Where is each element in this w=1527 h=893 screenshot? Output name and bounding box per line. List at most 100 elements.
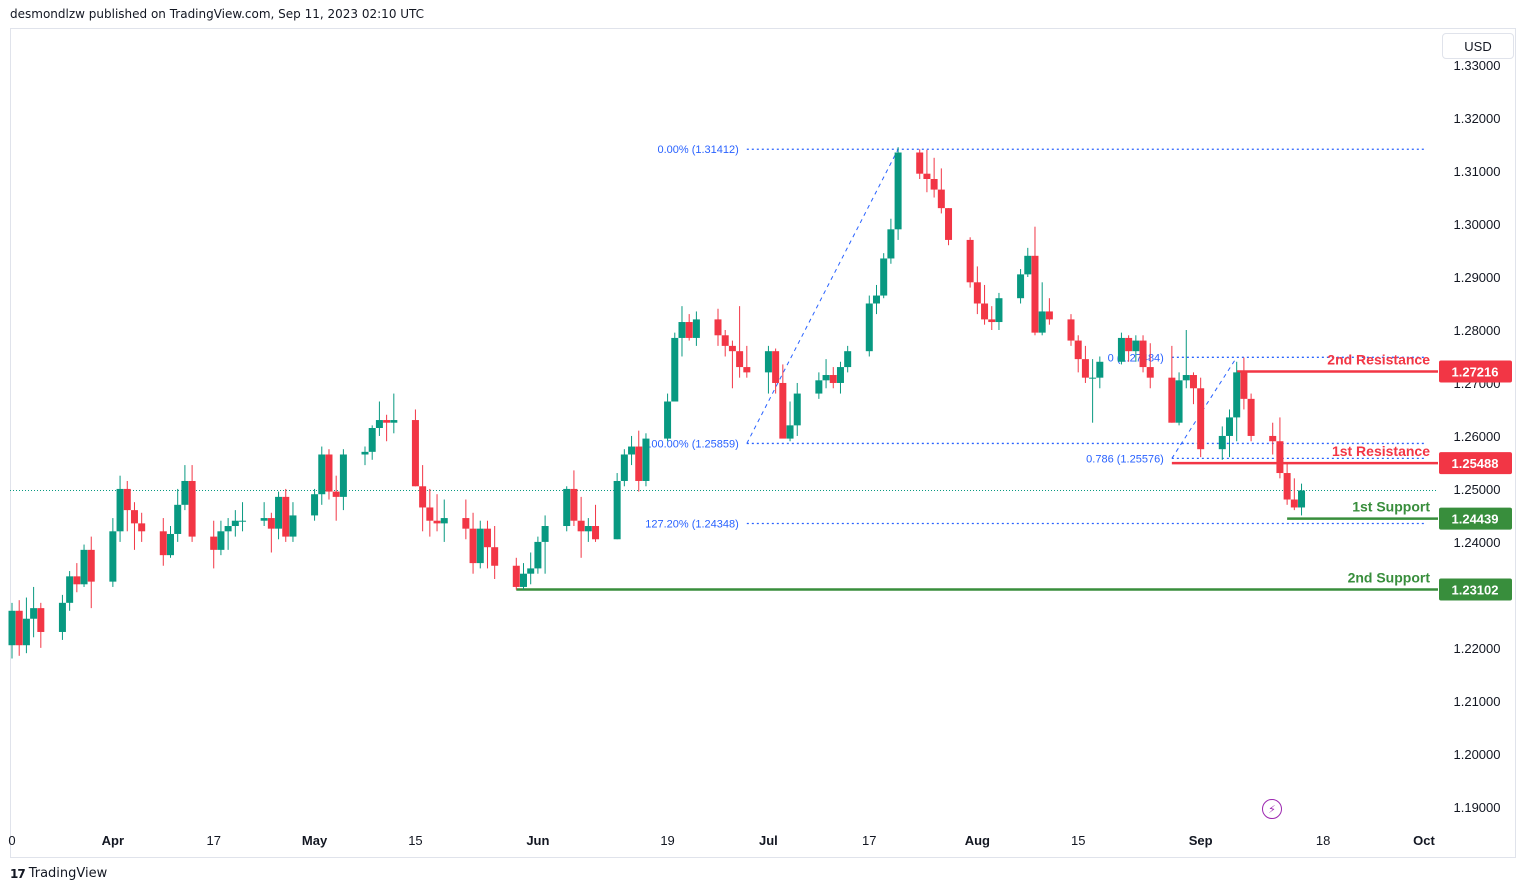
candle-body bbox=[822, 375, 830, 381]
footer: 𝟭𝟳 TradingView bbox=[10, 866, 107, 881]
candle-body bbox=[923, 173, 931, 179]
candle-body bbox=[1038, 311, 1046, 333]
time-tick-label: Sep bbox=[1189, 833, 1213, 848]
candle-body bbox=[30, 608, 38, 619]
resistance-price-badge bbox=[1439, 360, 1512, 383]
candle-body bbox=[1089, 377, 1097, 379]
candle-body bbox=[1189, 375, 1197, 389]
candle-body bbox=[714, 319, 722, 336]
candle-body bbox=[361, 451, 369, 455]
candle-body bbox=[469, 528, 477, 564]
candle-body bbox=[736, 351, 744, 368]
time-tick-label: Oct bbox=[1413, 833, 1435, 848]
candle-body bbox=[1096, 361, 1104, 378]
price-axis: 1.33000 1.32000 1.31000 1.30000 1.29000 1.280… bbox=[1454, 58, 1501, 815]
candle-body bbox=[743, 367, 751, 373]
fib-level-label: 127.20% (1.24348) bbox=[645, 518, 739, 530]
candle-body bbox=[73, 576, 81, 585]
lightning-icon[interactable]: ⚡ bbox=[1262, 799, 1282, 819]
candle-body bbox=[491, 547, 499, 566]
candle-body bbox=[793, 393, 801, 426]
candle-body bbox=[815, 380, 823, 394]
candle-body bbox=[239, 520, 247, 522]
candle-body bbox=[130, 510, 138, 524]
candle-body bbox=[217, 531, 225, 550]
candle-body bbox=[937, 189, 945, 209]
candle-body bbox=[311, 494, 319, 516]
candle-body bbox=[577, 520, 585, 532]
time-tick-label: May bbox=[302, 833, 328, 848]
candle-body bbox=[166, 533, 174, 556]
candle-body bbox=[844, 351, 852, 368]
price-tick-label: 1.29000 bbox=[1454, 270, 1501, 285]
support-price-label: 1.23102 bbox=[1452, 582, 1499, 597]
candle-body bbox=[462, 518, 470, 529]
candle-body bbox=[1168, 377, 1176, 423]
time-tick-label: 17 bbox=[862, 833, 876, 848]
candle-body bbox=[383, 420, 391, 423]
candle-body bbox=[642, 438, 650, 481]
candle-body bbox=[1290, 499, 1298, 508]
candle-body bbox=[224, 526, 232, 532]
candle-body bbox=[181, 480, 189, 505]
currency-button[interactable]: USD bbox=[1442, 33, 1514, 59]
resistance-price-label: 1.27216 bbox=[1452, 365, 1499, 380]
candle-body bbox=[1218, 435, 1226, 450]
candle-body bbox=[692, 319, 700, 338]
price-tick-label: 1.31000 bbox=[1454, 164, 1501, 179]
candle-body bbox=[87, 549, 95, 582]
candle-body bbox=[109, 531, 117, 582]
candle-body bbox=[289, 515, 297, 537]
candle-body bbox=[945, 208, 953, 240]
price-tick-label: 1.21000 bbox=[1454, 694, 1501, 709]
fib-level-label: 100.00% (1.25859) bbox=[645, 438, 739, 450]
resistance-price-badge bbox=[1439, 452, 1512, 475]
support-name: 2nd Support bbox=[1348, 569, 1431, 585]
candle-body bbox=[318, 454, 326, 495]
candle-body bbox=[613, 480, 621, 540]
candle-body bbox=[1139, 340, 1147, 368]
candle-body bbox=[58, 602, 66, 632]
candle-body bbox=[138, 523, 146, 532]
candle-body bbox=[1175, 380, 1183, 423]
candle-body bbox=[836, 367, 844, 383]
candle-body bbox=[339, 454, 347, 497]
candle-body bbox=[995, 298, 1003, 323]
candle-body bbox=[563, 488, 571, 527]
level-labels-layer: 2nd Resistance 1.27216 1st Resistance 1.254… bbox=[1327, 352, 1512, 601]
candle-body bbox=[1298, 490, 1306, 508]
candle-body bbox=[22, 618, 30, 646]
candle-body bbox=[411, 420, 419, 487]
candle-body bbox=[966, 239, 974, 283]
candle-body bbox=[1197, 388, 1205, 450]
candle-body bbox=[1182, 375, 1190, 381]
candle-body bbox=[527, 568, 535, 574]
candle-body bbox=[332, 491, 340, 497]
resistance-name: 2nd Resistance bbox=[1327, 352, 1430, 368]
candle-body bbox=[282, 496, 290, 537]
candle-body bbox=[1132, 340, 1140, 352]
candle-body bbox=[1146, 367, 1154, 378]
candle-body bbox=[325, 454, 333, 492]
candle-body bbox=[1017, 274, 1025, 299]
chart-frame bbox=[10, 28, 1516, 858]
time-tick-label: 17 bbox=[206, 833, 220, 848]
candle-body bbox=[231, 520, 239, 527]
levels-layer bbox=[516, 370, 1438, 591]
candle-body bbox=[1269, 435, 1277, 442]
candle-body bbox=[116, 488, 124, 532]
candle-body bbox=[570, 488, 578, 521]
candle-body bbox=[628, 446, 636, 455]
resistance-name: 1st Resistance bbox=[1332, 443, 1430, 459]
candle-body bbox=[1233, 372, 1241, 418]
candle-body bbox=[872, 295, 880, 304]
fib-swing-line bbox=[746, 148, 899, 444]
support-price-label: 1.24439 bbox=[1452, 512, 1499, 527]
price-tick-label: 1.24000 bbox=[1454, 535, 1501, 550]
candle-body bbox=[678, 322, 686, 338]
candle-body bbox=[426, 507, 434, 521]
support-price-badge bbox=[1439, 507, 1512, 530]
candle-body bbox=[1125, 337, 1133, 352]
publish-info: desmondlzw published on TradingView.com,… bbox=[10, 7, 425, 21]
